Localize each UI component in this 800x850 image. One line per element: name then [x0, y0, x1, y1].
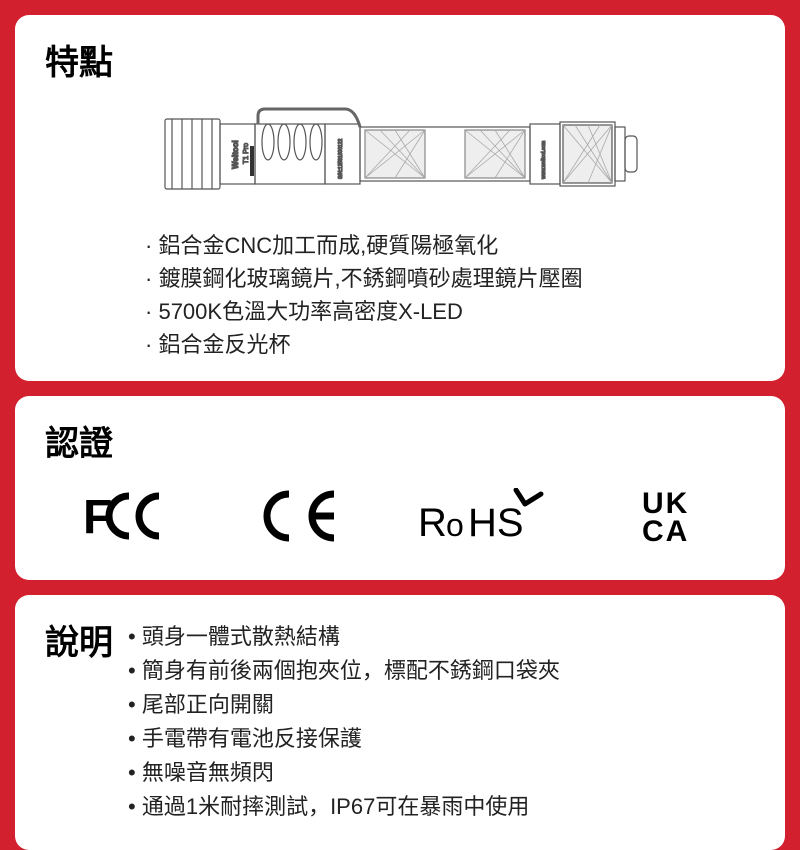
- feature-item: 5700K色溫大功率高密度X-LED: [145, 295, 755, 328]
- description-item: 頭身一體式散熱結構: [128, 620, 560, 654]
- svg-text:HS: HS: [468, 501, 524, 543]
- svg-text:CA: CA: [642, 515, 689, 545]
- flashlight-diagram: Weltool T1 Pro S/N:12591000122 www.welto…: [160, 94, 640, 214]
- feature-item: 鋁合金反光杯: [145, 328, 755, 361]
- description-item: 無噪音無頻閃: [128, 756, 560, 790]
- feature-item: 鋁合金CNC加工而成,硬質陽極氧化: [145, 229, 755, 262]
- svg-text:T1 Pro: T1 Pro: [243, 143, 250, 164]
- description-item: 手電帶有電池反接保護: [128, 722, 560, 756]
- description-item: 尾部正向開關: [128, 688, 560, 722]
- certifications-card: 認證 F R o HS UK CA: [15, 396, 785, 580]
- description-item: 簡身有前後兩個抱夾位，標配不銹鋼口袋夾: [128, 654, 560, 688]
- certifications-row: F R o HS UK CA: [45, 475, 755, 560]
- svg-text:Weltool: Weltool: [231, 140, 240, 169]
- features-list: 鋁合金CNC加工而成,硬質陽極氧化 鍍膜鋼化玻璃鏡片,不銹鋼噴砂處理鏡片壓圈 5…: [45, 229, 755, 361]
- features-card: 特點 Weltool T1 Pro S/N:12591000122: [15, 15, 785, 381]
- description-list: 頭身一體式散熱結構 簡身有前後兩個抱夾位，標配不銹鋼口袋夾 尾部正向開關 手電帶…: [128, 615, 560, 825]
- ce-logo-icon: [254, 488, 344, 543]
- svg-text:www.weltool.com: www.weltool.com: [541, 141, 547, 179]
- ukca-logo-icon: UK CA: [639, 485, 719, 545]
- description-item: 通過1米耐摔測試，IP67可在暴雨中使用: [128, 790, 560, 824]
- rohs-logo-icon: R o HS: [416, 488, 566, 543]
- features-title: 特點: [45, 35, 755, 84]
- certifications-title: 認證: [45, 416, 755, 465]
- fcc-logo-icon: F: [81, 488, 181, 543]
- description-title: 說明: [45, 615, 113, 664]
- svg-text:R: R: [418, 501, 447, 543]
- svg-text:o: o: [446, 507, 464, 543]
- svg-text:S/N:12591000122: S/N:12591000122: [338, 138, 344, 179]
- feature-item: 鍍膜鋼化玻璃鏡片,不銹鋼噴砂處理鏡片壓圈: [145, 262, 755, 295]
- description-card: 說明 頭身一體式散熱結構 簡身有前後兩個抱夾位，標配不銹鋼口袋夾 尾部正向開關 …: [15, 595, 785, 850]
